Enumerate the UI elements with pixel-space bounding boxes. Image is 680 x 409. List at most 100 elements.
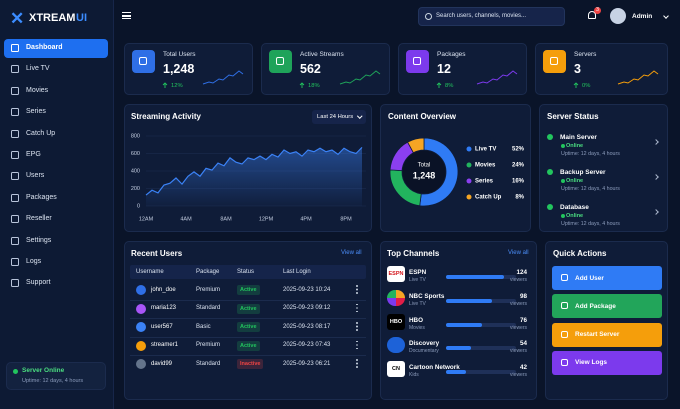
- username: john_doe: [151, 286, 176, 293]
- viewer-unit: viewers: [510, 300, 527, 307]
- search-box[interactable]: [418, 7, 565, 26]
- x-tick-label: 4AM: [180, 216, 192, 222]
- legend-label: Catch Up: [475, 195, 502, 201]
- sidebar-status-title: Server Online: [22, 367, 65, 374]
- legend-label: Movies: [475, 163, 496, 169]
- viewer-count: 98: [519, 292, 527, 300]
- stat-icon: [543, 50, 566, 73]
- nav-item[interactable]: Reseller: [26, 215, 52, 223]
- channel-logo: [387, 337, 405, 354]
- nav-item[interactable]: EPG: [26, 151, 41, 158]
- stat-icon: [132, 50, 155, 73]
- viewer-unit: viewers: [510, 348, 527, 355]
- y-tick-label: 800: [131, 133, 140, 139]
- row-menu[interactable]: [356, 303, 358, 306]
- action-button[interactable]: [552, 294, 662, 319]
- nav-item[interactable]: Dashboard: [26, 44, 63, 51]
- y-tick-label: 200: [131, 186, 140, 192]
- stat-change: 8%: [445, 83, 454, 89]
- row-divider: [130, 355, 366, 356]
- legend-dot: [466, 194, 472, 200]
- action-icon: [561, 302, 568, 310]
- x-tick-label: 4PM: [300, 216, 312, 222]
- server-uptime: Uptime: 12 days, 4 hours: [561, 151, 620, 157]
- status-dot: [13, 369, 18, 374]
- y-tick-label: 400: [131, 168, 140, 174]
- x-tick-label: 12PM: [259, 216, 274, 222]
- action-button[interactable]: [552, 350, 662, 375]
- server-status: Online: [566, 212, 584, 219]
- users-title: Recent Users: [131, 249, 183, 258]
- action-icon: [561, 330, 568, 338]
- row-menu[interactable]: [356, 340, 358, 343]
- status-badge: Active: [237, 340, 260, 351]
- server-title: Server Status: [547, 112, 599, 121]
- action-icon: [561, 358, 568, 366]
- donut-center-label: Total: [418, 163, 431, 169]
- server-uptime: Uptime: 12 days, 4 hours: [561, 221, 620, 227]
- stat-label: Total Users: [163, 51, 196, 58]
- channel-category: Kids: [409, 372, 419, 379]
- online-dot: [561, 214, 565, 218]
- nav-item[interactable]: Support: [26, 279, 51, 287]
- menu-button[interactable]: [122, 12, 131, 19]
- search-placeholder: Search users, channels, movies...: [436, 13, 527, 19]
- brand-name: XTREAM: [29, 12, 76, 24]
- channel-name: Discovery: [409, 340, 440, 348]
- action-label: View Logs: [575, 359, 608, 367]
- last-login: 2025-09-23 09:12: [283, 305, 331, 311]
- stat-arrow: [299, 82, 305, 88]
- bell[interactable]: [588, 11, 596, 19]
- username: maria123: [151, 305, 177, 311]
- server-name: Main Server: [560, 133, 597, 141]
- stat-icon-glyph: [276, 57, 284, 65]
- stat-icon-glyph: [139, 57, 147, 65]
- server-icon: [547, 134, 553, 140]
- stat-change: 12%: [171, 83, 183, 89]
- channel-category: Live TV: [409, 277, 426, 283]
- menu-mid: [122, 15, 131, 17]
- stat-arrow: [573, 82, 579, 88]
- channel-logo: HBO: [387, 313, 405, 330]
- row-menu[interactable]: [356, 285, 358, 287]
- x-tick-label: 8AM: [220, 216, 232, 222]
- nav-item[interactable]: Users: [26, 172, 45, 180]
- nav-item[interactable]: Live TV: [26, 65, 50, 73]
- sparkline: [476, 70, 518, 85]
- user-avatar: [136, 285, 146, 295]
- nav-item[interactable]: Movies: [26, 86, 49, 94]
- package: Basic: [196, 323, 211, 330]
- range-select[interactable]: [312, 110, 366, 124]
- action-button[interactable]: [552, 322, 662, 347]
- user-name[interactable]: Admin: [632, 13, 653, 20]
- stat-value: 1,248: [163, 62, 195, 76]
- notification-badge: 3: [594, 7, 601, 14]
- last-login: 2025-09-23 07:43: [283, 342, 331, 348]
- nav-item[interactable]: Packages: [26, 193, 57, 201]
- stat-icon: [269, 50, 292, 73]
- channels-view-all[interactable]: View all: [508, 250, 529, 256]
- nav-icon: [11, 129, 19, 138]
- legend-value: 24%: [512, 163, 525, 169]
- action-button[interactable]: [552, 266, 662, 290]
- brand-suffix: UI: [76, 12, 87, 24]
- stat-icon-glyph: [413, 57, 421, 65]
- stat-value: 12: [437, 62, 451, 76]
- server-name: Backup Server: [560, 168, 606, 176]
- avatar[interactable]: [610, 8, 626, 24]
- status-badge: Active: [237, 285, 260, 295]
- nav-icon: [11, 215, 19, 224]
- nav-item[interactable]: Settings: [26, 236, 52, 244]
- row-divider: [130, 299, 366, 300]
- row-menu[interactable]: [356, 359, 358, 361]
- server-status: Online: [566, 177, 584, 184]
- stat-change: 18%: [308, 83, 320, 89]
- nav-item[interactable]: Series: [26, 108, 46, 116]
- channel-name: NBC Sports: [409, 292, 445, 300]
- nav-item[interactable]: Logs: [26, 258, 42, 265]
- users-view-all[interactable]: View all: [341, 250, 362, 256]
- action-label: Restart Server: [575, 331, 620, 339]
- x-tick-label: 8PM: [340, 216, 352, 222]
- row-menu[interactable]: [356, 322, 358, 324]
- nav-item[interactable]: Catch Up: [26, 129, 56, 137]
